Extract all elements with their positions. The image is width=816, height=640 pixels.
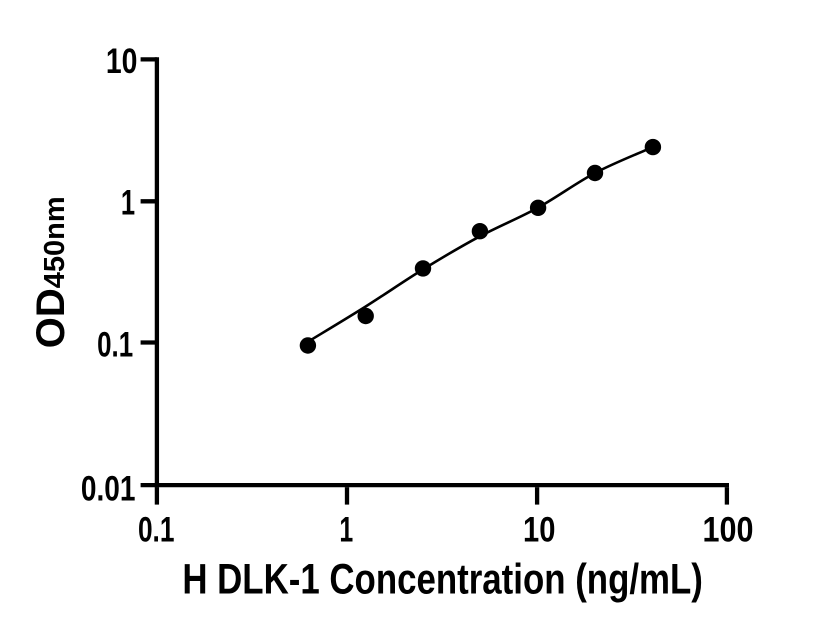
svg-text:H DLK-1 Concentration (ng/mL): H DLK-1 Concentration (ng/mL) [182, 556, 703, 603]
svg-text:0.1: 0.1 [138, 509, 175, 549]
svg-text:10: 10 [106, 41, 138, 81]
svg-text:1: 1 [121, 183, 135, 223]
svg-text:10: 10 [523, 510, 555, 549]
svg-text:0.1: 0.1 [97, 324, 133, 364]
svg-text:100: 100 [703, 510, 754, 550]
svg-text:1: 1 [339, 510, 353, 549]
svg-text:0.01: 0.01 [81, 468, 136, 508]
svg-text:OD450nm: OD450nm [29, 196, 73, 348]
